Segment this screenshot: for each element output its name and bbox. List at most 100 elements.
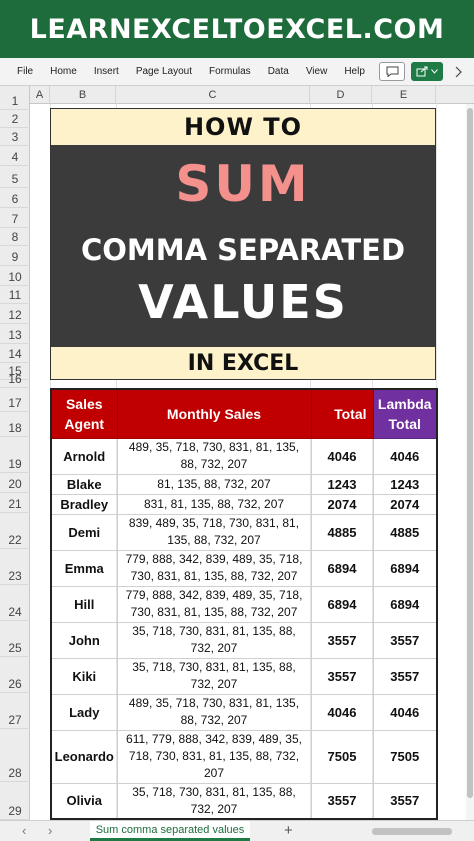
- cell-lambda-total[interactable]: 6894: [372, 549, 438, 587]
- share-button[interactable]: [411, 62, 443, 81]
- menu-help[interactable]: Help: [344, 66, 365, 77]
- column-header-c[interactable]: C: [116, 86, 310, 104]
- menu-formulas[interactable]: Formulas: [209, 66, 251, 77]
- cell-lambda-total[interactable]: 4885: [372, 513, 438, 551]
- cell-total[interactable]: 6894: [310, 585, 374, 623]
- cell-total[interactable]: 4046: [310, 437, 374, 475]
- cell-lambda-total[interactable]: 3557: [372, 657, 438, 695]
- cell-agent[interactable]: Blake: [50, 473, 118, 495]
- row-header[interactable]: 7: [0, 208, 30, 228]
- column-header-e[interactable]: E: [372, 86, 436, 104]
- row-header[interactable]: 12: [0, 304, 30, 324]
- cell-total[interactable]: 1243: [310, 473, 374, 495]
- cell-monthly-sales[interactable]: 839, 489, 35, 718, 730, 831, 81, 135, 88…: [116, 513, 312, 551]
- vertical-scrollbar[interactable]: [466, 104, 474, 820]
- cell-monthly-sales[interactable]: 489, 35, 718, 730, 831, 81, 135, 88, 732…: [116, 693, 312, 731]
- cell-lambda-total[interactable]: 3557: [372, 782, 438, 820]
- vertical-scroll-thumb[interactable]: [467, 108, 473, 798]
- cell-monthly-sales[interactable]: 81, 135, 88, 732, 207: [116, 473, 312, 495]
- cell-lambda-total[interactable]: 2074: [372, 493, 438, 515]
- header-sales-agent[interactable]: Sales Agent: [50, 388, 118, 439]
- cell-total[interactable]: 2074: [310, 493, 374, 515]
- plus-icon[interactable]: +: [284, 822, 293, 839]
- column-header-b[interactable]: B: [50, 86, 116, 104]
- row-header[interactable]: 27: [0, 693, 30, 729]
- row-header[interactable]: 8: [0, 228, 30, 246]
- menu-home[interactable]: Home: [50, 66, 77, 77]
- menu-page-layout[interactable]: Page Layout: [135, 66, 192, 77]
- cell-monthly-sales[interactable]: 35, 718, 730, 831, 81, 135, 88, 732, 207: [116, 782, 312, 820]
- header-lambda-total[interactable]: Lambda Total: [372, 388, 438, 439]
- cell-lambda-total[interactable]: 4046: [372, 437, 438, 475]
- cell-total[interactable]: 7505: [310, 729, 374, 784]
- header-total[interactable]: Total: [310, 388, 374, 439]
- select-all-corner[interactable]: [0, 86, 30, 104]
- sheet-tab-active[interactable]: Sum comma separated values: [90, 821, 250, 841]
- cell-lambda-total[interactable]: 6894: [372, 585, 438, 623]
- cell-total[interactable]: 3557: [310, 782, 374, 820]
- menu-insert[interactable]: Insert: [93, 66, 119, 77]
- cell-monthly-sales[interactable]: 779, 888, 342, 839, 489, 35, 718, 730, 8…: [116, 549, 312, 587]
- row-header[interactable]: 1: [0, 94, 30, 110]
- row-header[interactable]: 17: [0, 388, 30, 412]
- row-header[interactable]: 28: [0, 729, 30, 782]
- cell-monthly-sales[interactable]: 35, 718, 730, 831, 81, 135, 88, 732, 207: [116, 657, 312, 695]
- horizontal-scroll-thumb[interactable]: [372, 828, 452, 835]
- row-header[interactable]: 4: [0, 146, 30, 166]
- spreadsheet-grid[interactable]: A B C D E 1 2 3 4 5 6 7 8 9 10 11 12 13 …: [0, 86, 474, 820]
- row-header[interactable]: 19: [0, 437, 30, 473]
- cell-total[interactable]: 4885: [310, 513, 374, 551]
- chevron-right-icon[interactable]: ›: [48, 823, 53, 838]
- row-header[interactable]: 9: [0, 246, 30, 266]
- cell-monthly-sales[interactable]: 35, 718, 730, 831, 81, 135, 88, 732, 207: [116, 621, 312, 659]
- cell-agent[interactable]: Leonardo: [50, 729, 118, 784]
- header-monthly-sales[interactable]: Monthly Sales: [116, 388, 312, 439]
- row-header[interactable]: 25: [0, 621, 30, 657]
- cell-total[interactable]: 3557: [310, 621, 374, 659]
- cell-total[interactable]: 6894: [310, 549, 374, 587]
- cell-agent[interactable]: Arnold: [50, 437, 118, 475]
- row-header[interactable]: 2: [0, 110, 30, 128]
- row-header[interactable]: 26: [0, 657, 30, 693]
- cell-agent[interactable]: Lady: [50, 693, 118, 731]
- cell-agent[interactable]: Emma: [50, 549, 118, 587]
- column-header-d[interactable]: D: [310, 86, 372, 104]
- row-header[interactable]: 16: [0, 372, 30, 388]
- row-header[interactable]: 11: [0, 286, 30, 304]
- row-header[interactable]: 5: [0, 166, 30, 188]
- menu-file[interactable]: File: [17, 66, 34, 77]
- chevron-left-icon[interactable]: ‹: [22, 823, 27, 838]
- menu-data[interactable]: Data: [267, 66, 289, 77]
- cell-lambda-total[interactable]: 4046: [372, 693, 438, 731]
- row-header[interactable]: 15: [0, 363, 30, 380]
- cell-monthly-sales[interactable]: 779, 888, 342, 839, 489, 35, 718, 730, 8…: [116, 585, 312, 623]
- cell-agent[interactable]: Bradley: [50, 493, 118, 515]
- row-header[interactable]: 6: [0, 188, 30, 208]
- cell-agent[interactable]: Olivia: [50, 782, 118, 820]
- row-header[interactable]: 29: [0, 782, 30, 820]
- row-header[interactable]: 24: [0, 585, 30, 621]
- cell-monthly-sales[interactable]: 611, 779, 888, 342, 839, 489, 35, 718, 7…: [116, 729, 312, 784]
- cell-total[interactable]: 4046: [310, 693, 374, 731]
- comment-button[interactable]: [379, 62, 405, 81]
- row-header[interactable]: 23: [0, 549, 30, 585]
- menu-view[interactable]: View: [305, 66, 328, 77]
- cell-agent[interactable]: Kiki: [50, 657, 118, 695]
- more-options-button[interactable]: [449, 62, 468, 81]
- row-header[interactable]: 3: [0, 128, 30, 146]
- row-header[interactable]: 13: [0, 324, 30, 344]
- cell-total[interactable]: 3557: [310, 657, 374, 695]
- row-header[interactable]: 21: [0, 493, 30, 513]
- cell-agent[interactable]: Demi: [50, 513, 118, 551]
- cell-lambda-total[interactable]: 3557: [372, 621, 438, 659]
- row-header[interactable]: 18: [0, 412, 30, 437]
- cell-lambda-total[interactable]: 1243: [372, 473, 438, 495]
- cell-agent[interactable]: Hill: [50, 585, 118, 623]
- cell-monthly-sales[interactable]: 489, 35, 718, 730, 831, 81, 135, 88, 732…: [116, 437, 312, 475]
- column-header-a[interactable]: A: [30, 86, 50, 104]
- cell-monthly-sales[interactable]: 831, 81, 135, 88, 732, 207: [116, 493, 312, 515]
- row-header[interactable]: 14: [0, 344, 30, 363]
- row-header[interactable]: 20: [0, 473, 30, 493]
- cell-agent[interactable]: John: [50, 621, 118, 659]
- row-header[interactable]: 10: [0, 266, 30, 286]
